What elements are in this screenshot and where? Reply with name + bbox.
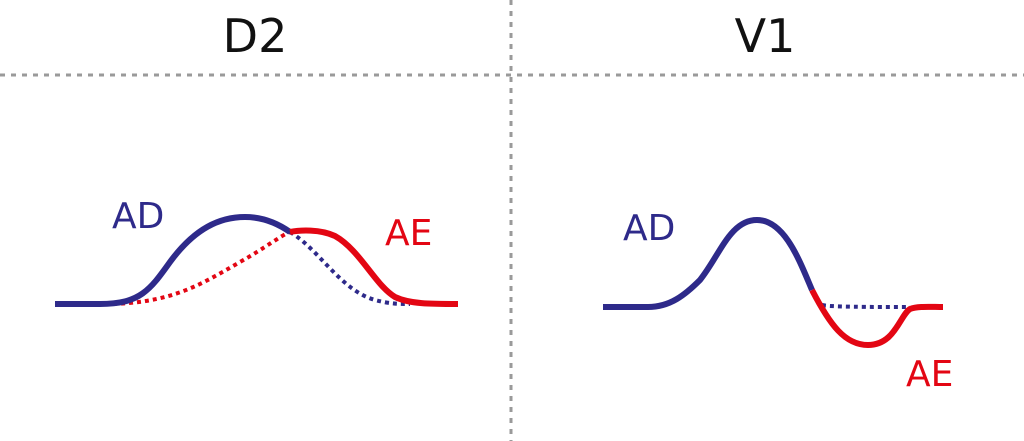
v1-left-atrium-wave (809, 288, 944, 349)
v1-label-ad: AD (623, 208, 675, 249)
d2-label-ae: AE (385, 213, 432, 254)
v1-waveform (603, 216, 944, 349)
v1-right-atrium-dotted (821, 303, 911, 309)
panel-title-v1: V1 (735, 9, 796, 63)
v1-label-ae: AE (906, 354, 953, 395)
d2-label-ad: AD (112, 196, 164, 237)
d2-left-atrium-wave (289, 227, 459, 307)
d2-left-atrium-dotted (104, 230, 291, 306)
d2-right-atrium-dotted (288, 230, 411, 306)
v1-right-atrium-wave (603, 216, 815, 310)
panel-title-d2: D2 (223, 9, 288, 63)
d2-waveform (55, 213, 459, 307)
d2-right-atrium-wave (55, 213, 292, 307)
